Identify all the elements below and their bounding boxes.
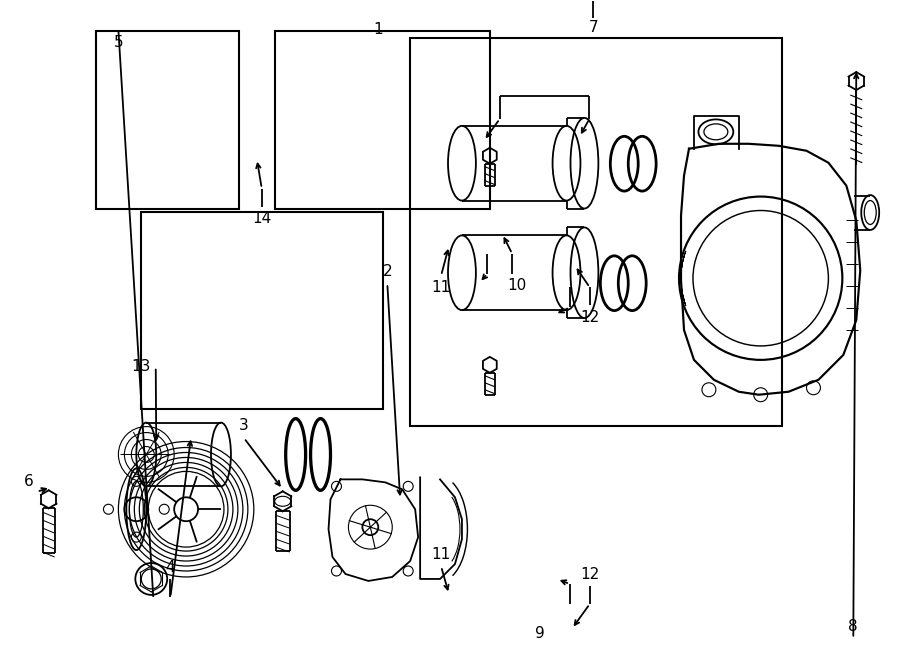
- Bar: [140, 212, 382, 409]
- Text: 11: 11: [431, 547, 451, 562]
- Text: 7: 7: [589, 20, 598, 35]
- Text: 5: 5: [113, 34, 123, 50]
- Text: 2: 2: [382, 264, 392, 279]
- Text: 6: 6: [24, 475, 33, 489]
- Text: 1: 1: [374, 22, 383, 36]
- Text: 12: 12: [580, 310, 599, 325]
- Bar: [275, 31, 490, 209]
- Bar: [96, 31, 239, 209]
- Text: 14: 14: [252, 211, 272, 226]
- Text: 11: 11: [431, 280, 451, 295]
- Text: 3: 3: [239, 418, 248, 434]
- Text: 4: 4: [166, 560, 176, 575]
- Text: 8: 8: [849, 619, 858, 634]
- Text: 9: 9: [535, 626, 544, 641]
- Text: 12: 12: [580, 566, 599, 582]
- Text: 10: 10: [508, 278, 526, 293]
- Bar: [410, 38, 781, 426]
- Text: 13: 13: [131, 359, 150, 374]
